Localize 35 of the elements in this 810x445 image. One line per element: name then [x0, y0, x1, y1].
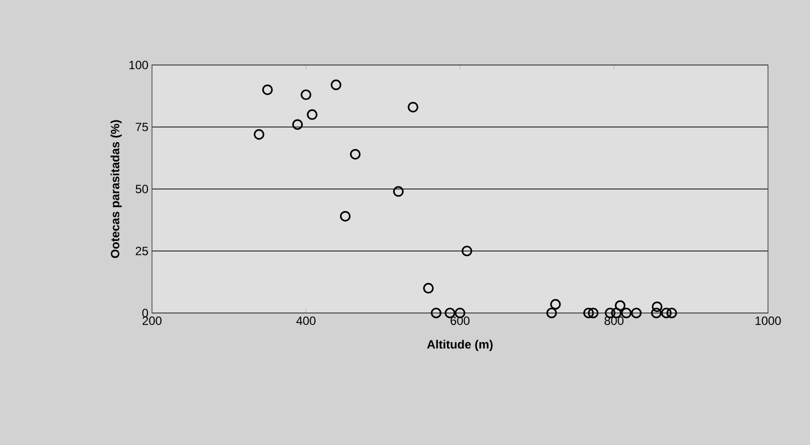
- x-tick-label: 400: [296, 316, 316, 325]
- x-tick-label: 200: [142, 316, 162, 325]
- point: [393, 186, 404, 197]
- point: [423, 282, 434, 294]
- point: [444, 308, 456, 318]
- point: [661, 308, 672, 318]
- y-tick-label: 50: [136, 184, 148, 194]
- point: [408, 102, 418, 112]
- point: [340, 210, 351, 222]
- point: [350, 148, 361, 160]
- point: [462, 246, 472, 256]
- point: [550, 299, 561, 310]
- point: [300, 89, 312, 100]
- point: [652, 301, 662, 312]
- y-tick-label: 25: [136, 246, 148, 256]
- point: [306, 109, 318, 120]
- point: [292, 119, 303, 130]
- y-axis-title: Ootecas parasitadas (%): [110, 120, 122, 258]
- point: [430, 308, 442, 318]
- point: [262, 84, 273, 96]
- point: [666, 308, 678, 318]
- y-tick-label: 0: [142, 308, 148, 318]
- point: [588, 308, 599, 318]
- y-tick-label: 75: [136, 122, 148, 132]
- y-tick-label: 100: [129, 60, 148, 70]
- point: [631, 308, 642, 318]
- x-axis-title: Altitude (m): [427, 340, 493, 351]
- point: [583, 308, 594, 318]
- point: [254, 129, 264, 140]
- point: [621, 308, 632, 318]
- point: [330, 80, 342, 90]
- point: [651, 308, 662, 318]
- x-tick-label: 1000: [756, 316, 781, 325]
- point: [546, 308, 557, 318]
- point: [614, 300, 626, 311]
